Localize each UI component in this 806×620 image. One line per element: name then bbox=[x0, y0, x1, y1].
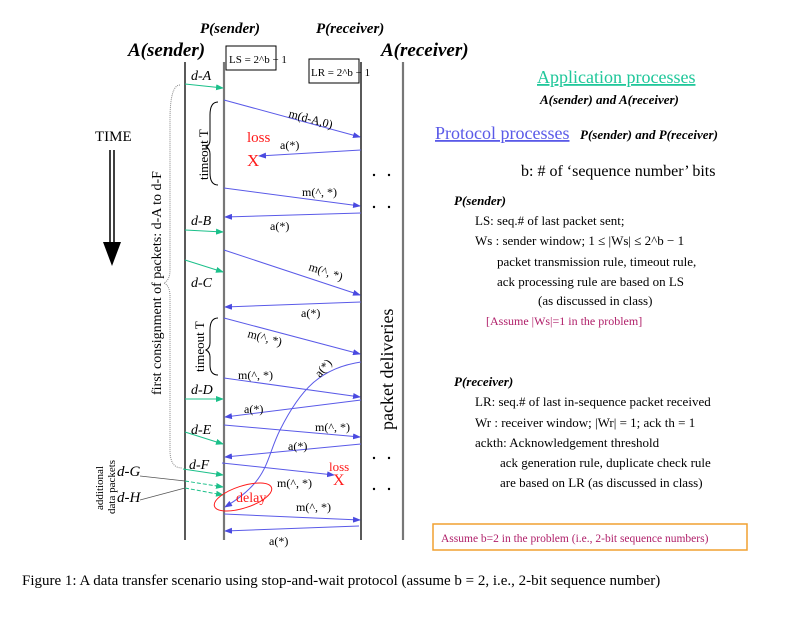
ack-label-3: a(*) bbox=[301, 306, 320, 320]
message-label-7: m(^, *) bbox=[277, 476, 312, 490]
delay-ellipse bbox=[213, 482, 273, 512]
b-definition: b: # of ‘sequence number’ bits bbox=[521, 163, 715, 180]
ls-box bbox=[225, 45, 277, 71]
p-receiver-wr: Wr : receiver window; |Wr| = 1; ack th =… bbox=[475, 415, 695, 430]
message-label-3: m(^, *) bbox=[307, 260, 345, 284]
message-label-6: m(^, *) bbox=[315, 420, 350, 434]
ack-arrow-3 bbox=[224, 301, 362, 310]
p-receiver-rule-2: are based on LR (as discussed in class) bbox=[500, 475, 703, 490]
application-processes-sub: A(sender) and A(receiver) bbox=[539, 92, 679, 107]
a-sender-header: A(sender) bbox=[127, 40, 205, 61]
consignment-brace bbox=[162, 84, 183, 469]
assume-b-text: Assume b=2 in the problem (i.e., 2-bit s… bbox=[441, 533, 709, 545]
protocol-processes-title: Protocol processes bbox=[435, 123, 569, 143]
assume-b-box bbox=[432, 523, 748, 551]
loss-label-1: loss bbox=[247, 130, 271, 146]
delivery-dots bbox=[372, 173, 391, 491]
ack-label-2: a(*) bbox=[270, 219, 289, 233]
figure-caption: Figure 1: A data transfer scenario using… bbox=[22, 573, 661, 589]
p-sender-rule-1: packet transmission rule, timeout rule, bbox=[497, 254, 696, 269]
ack-label-7: a(*) bbox=[269, 534, 288, 548]
message-arrow-4 bbox=[223, 317, 361, 356]
timeout-brace-2 bbox=[204, 317, 219, 376]
message-arrow-8 bbox=[223, 513, 361, 523]
timeout-label-1: timeout T bbox=[196, 129, 211, 180]
message-label-4: m(^, *) bbox=[246, 326, 283, 349]
ack-label-4: a(*) bbox=[244, 402, 263, 416]
packet-deliveries-label: packet deliveries bbox=[377, 309, 397, 430]
message-label-8: m(^, *) bbox=[296, 500, 331, 514]
delay-label: delay bbox=[236, 491, 266, 506]
ack-arrow-4 bbox=[224, 399, 362, 420]
p-receiver-section-title: P(receiver) bbox=[454, 374, 513, 389]
d-h-label: d-H bbox=[117, 490, 141, 506]
d-a-label: d-A bbox=[191, 69, 212, 84]
lr-box-text: LR = 2^b − 1 bbox=[311, 67, 370, 79]
p-sender-rule-2: ack processing rule are based on LS bbox=[497, 274, 684, 289]
loss-label-2: loss bbox=[329, 459, 349, 474]
ack-label-5: a(*) bbox=[312, 356, 335, 380]
loss-x-icon-2: X bbox=[333, 472, 345, 489]
p-sender-section-title: P(sender) bbox=[454, 193, 506, 208]
time-arrow-icon bbox=[103, 150, 121, 266]
d-b-label: d-B bbox=[191, 214, 212, 229]
ack-arrow-7 bbox=[224, 525, 360, 534]
data-arrow-d-c bbox=[184, 259, 224, 273]
message-label-1: m(d-A,0) bbox=[287, 106, 334, 131]
d-c-label: d-C bbox=[191, 276, 213, 291]
timeout-label-2: timeout T bbox=[192, 321, 207, 372]
ls-box-text: LS = 2^b − 1 bbox=[229, 54, 287, 66]
ack-label-1: a(*) bbox=[280, 138, 299, 152]
protocol-processes-sub: P(sender) and P(receiver) bbox=[580, 127, 718, 142]
p-receiver-header: P(receiver) bbox=[316, 21, 384, 37]
message-arrow-5 bbox=[223, 377, 361, 400]
additional-label-2: data packets bbox=[106, 460, 118, 514]
time-label: TIME bbox=[95, 129, 132, 145]
p-receiver-ack: ackth: Acknowledgement threshold bbox=[475, 435, 660, 450]
p-sender-rule-3: (as discussed in class) bbox=[538, 293, 652, 308]
ack-arrow-6 bbox=[224, 443, 362, 460]
message-label-5: m(^, *) bbox=[238, 368, 273, 382]
p-sender-assume: [Assume |Ws|=1 in the problem] bbox=[486, 314, 642, 328]
data-arrow-d-f bbox=[182, 468, 224, 477]
d-g-label: d-G bbox=[117, 464, 140, 480]
p-sender-header: P(sender) bbox=[200, 21, 260, 37]
timeout-brace-1 bbox=[204, 101, 219, 186]
data-arrow-d-h bbox=[184, 487, 224, 497]
data-arrow-d-b bbox=[184, 228, 224, 235]
consignment-label: first consignment of packets: d-A to d-F bbox=[150, 171, 165, 395]
p-sender-ws: Ws : sender window; 1 ≤ |Ws| ≤ 2^b − 1 bbox=[475, 233, 684, 248]
p-receiver-rule-1: ack generation rule, duplicate check rul… bbox=[500, 455, 711, 470]
ack-arrow-lost bbox=[258, 149, 362, 159]
d-e-label: d-E bbox=[191, 423, 212, 438]
data-arrow-d-g bbox=[184, 480, 224, 489]
message-arrow-6 bbox=[223, 424, 361, 440]
p-sender-ls: LS: seq.# of last packet sent; bbox=[475, 213, 624, 228]
d-d-label: d-D bbox=[191, 383, 213, 398]
data-arrow-d-e bbox=[184, 431, 224, 445]
sequence-diagram: P(sender) P(receiver) A(sender) A(receiv… bbox=[94, 21, 748, 551]
p-receiver-lr: LR: seq.# of last in-sequence packet rec… bbox=[475, 394, 711, 409]
message-arrow-2 bbox=[223, 187, 361, 209]
data-arrow-d-a bbox=[184, 83, 224, 91]
ack-arrow-2 bbox=[224, 212, 362, 220]
loss-x-icon-1: X bbox=[247, 151, 259, 170]
message-arrow-3 bbox=[223, 249, 361, 296]
additional-label-1: additional bbox=[94, 466, 106, 510]
message-arrow-lost bbox=[221, 462, 335, 478]
lr-box bbox=[308, 58, 360, 84]
message-arrow-1 bbox=[223, 99, 361, 139]
d-f-label: d-F bbox=[189, 458, 210, 473]
application-processes-title: Application processes bbox=[537, 67, 695, 87]
ack-label-6: a(*) bbox=[288, 439, 307, 453]
message-label-2: m(^, *) bbox=[302, 185, 337, 199]
a-receiver-header: A(receiver) bbox=[380, 40, 469, 61]
